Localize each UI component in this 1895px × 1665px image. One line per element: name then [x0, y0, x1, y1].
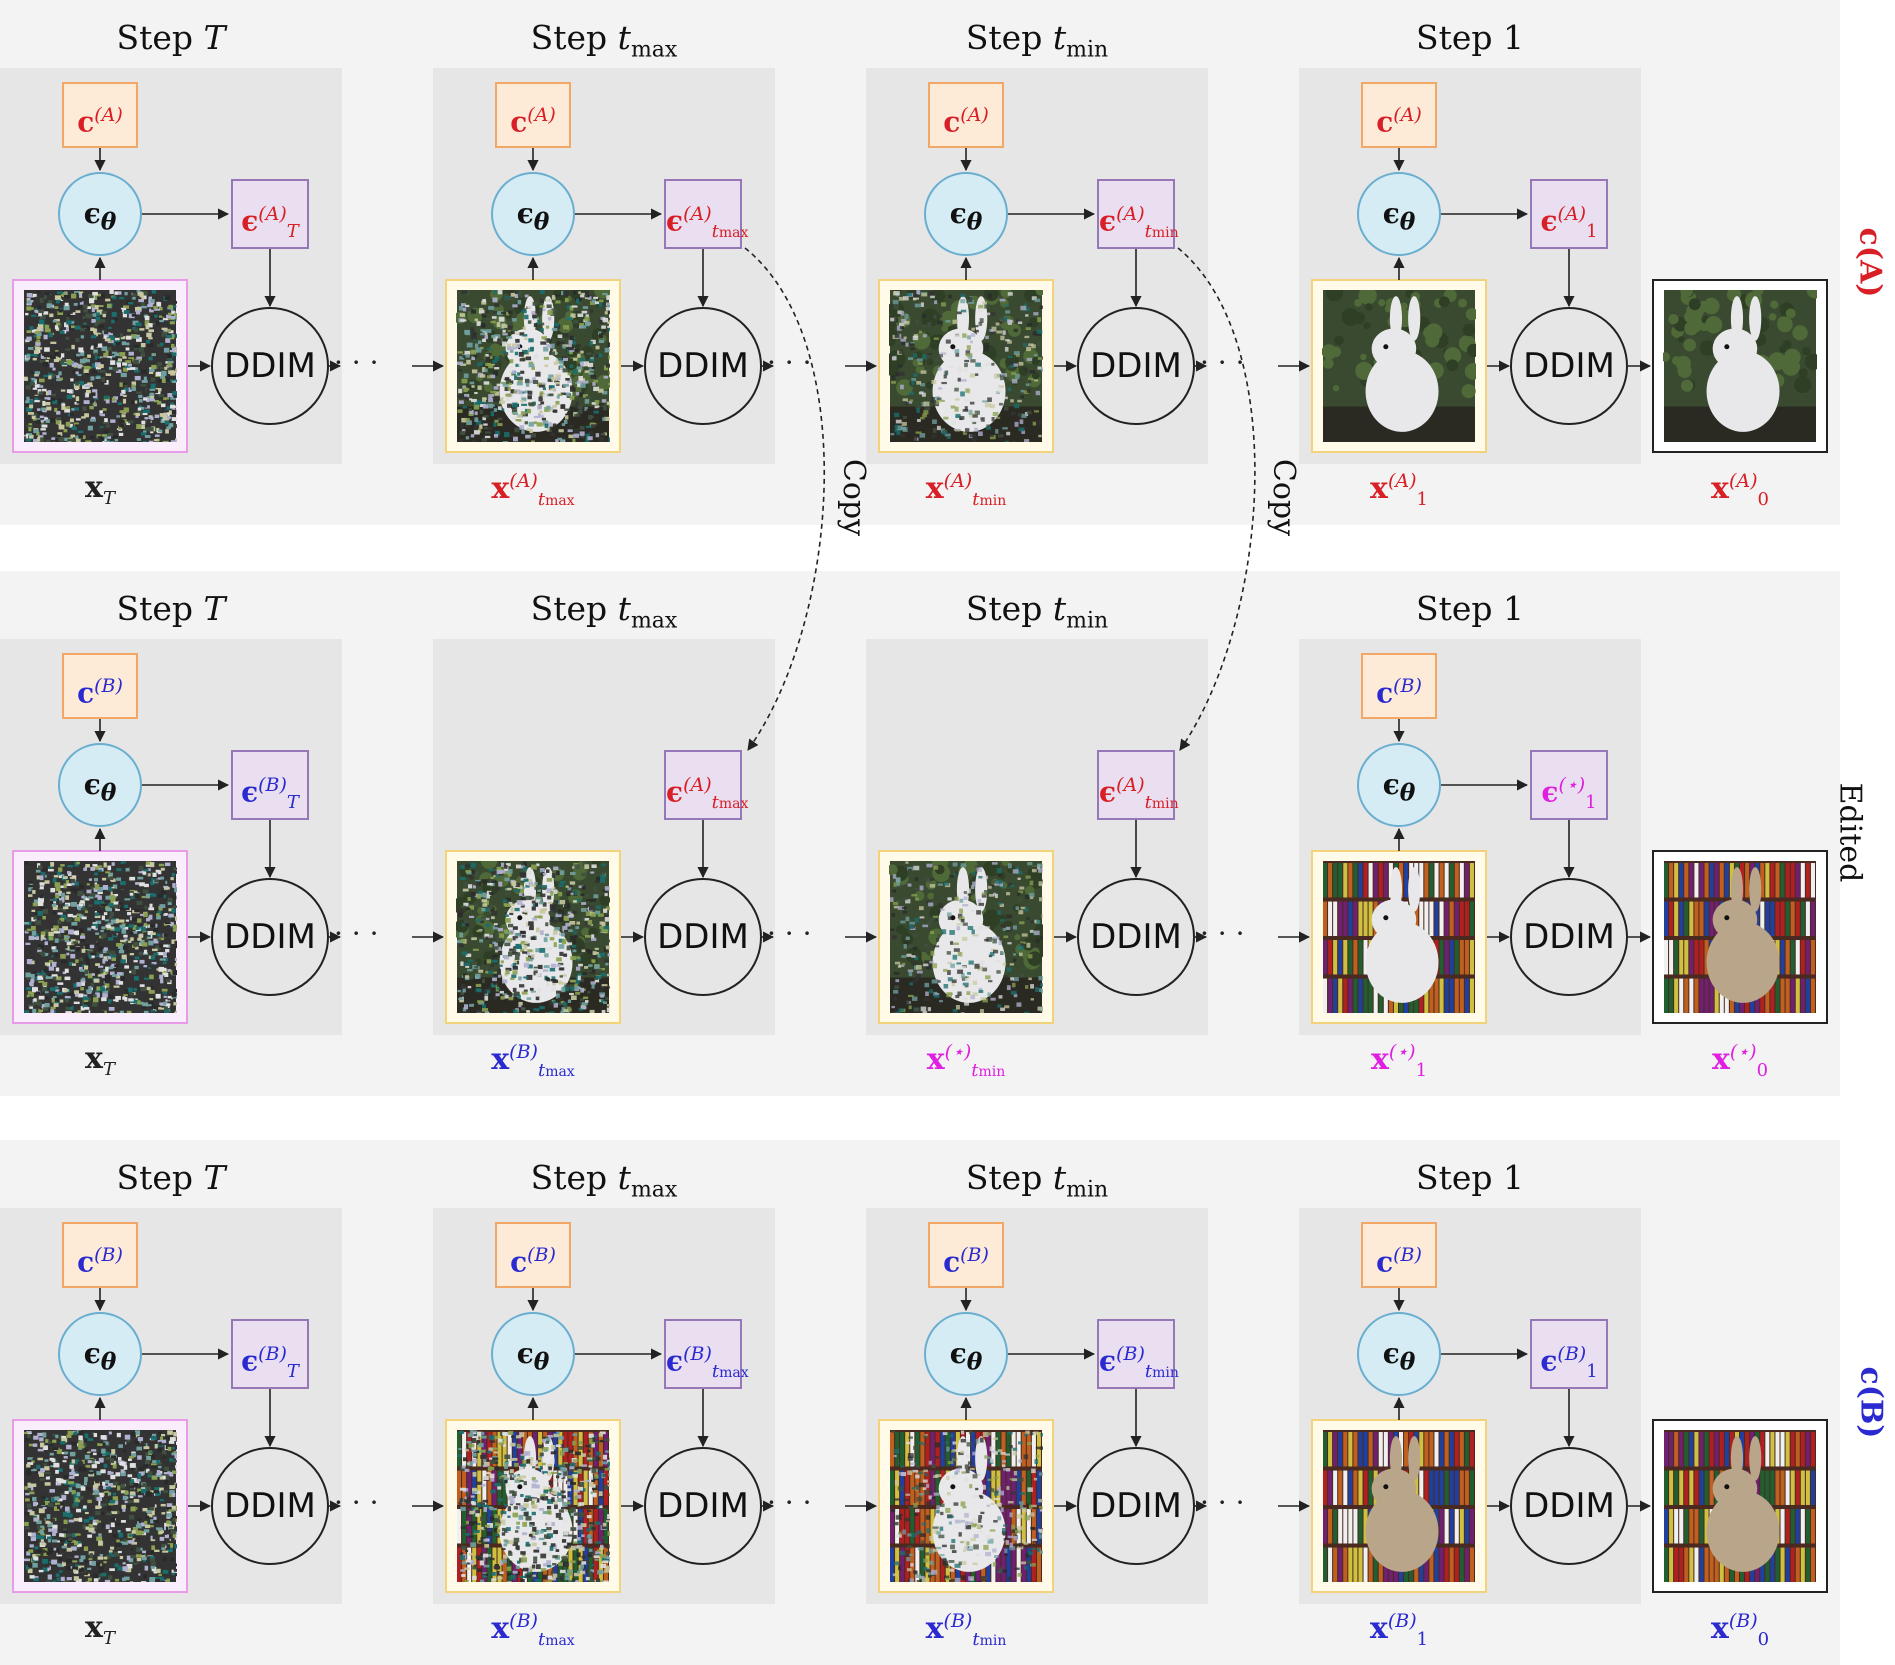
- row-label-cb: c(B): [1854, 1366, 1889, 1438]
- copy-arrow-tmin: [1178, 248, 1255, 750]
- row-label-cb-text: c(B): [1854, 1366, 1889, 1438]
- copy-label-1-text: Copy: [836, 459, 871, 536]
- copy-label-2: Copy: [1266, 459, 1301, 536]
- copy-label-2-text: Copy: [1266, 459, 1301, 536]
- row-label-edited: Edited: [1832, 783, 1867, 883]
- row-label-ca-text: c(A): [1852, 228, 1887, 298]
- row-label-ca: c(A): [1852, 228, 1887, 298]
- copy-arrow-tmax: [745, 248, 824, 750]
- copy-label-1: Copy: [836, 459, 871, 536]
- row-label-edited-text: Edited: [1832, 783, 1867, 883]
